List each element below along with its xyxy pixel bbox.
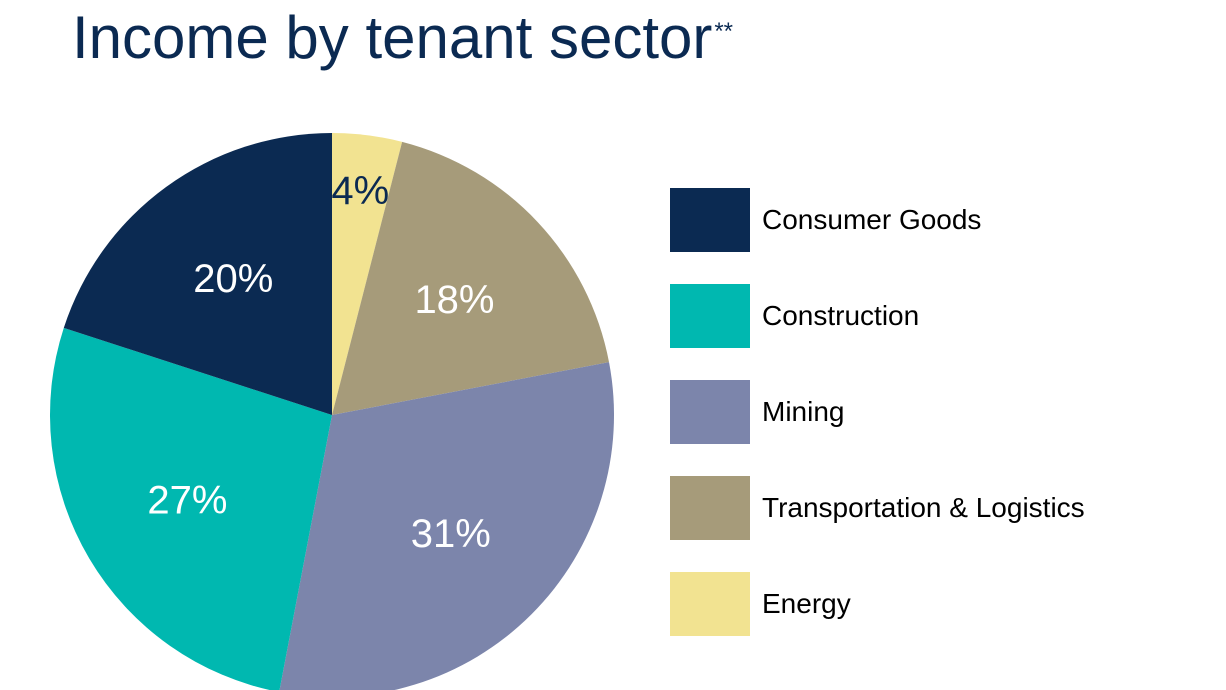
pie-slice-transportation-logistics	[332, 141, 610, 416]
legend-label: Energy	[762, 588, 851, 619]
legend-item-transportation-logistics: Transportation & Logistics	[670, 476, 1085, 540]
legend-label: Construction	[762, 300, 920, 331]
legend-label: Consumer Goods	[762, 204, 982, 235]
legend-label: Mining	[762, 396, 845, 427]
legend-swatch	[670, 284, 750, 348]
legend-item-construction: Construction	[670, 284, 919, 348]
chart-title-text: Income by tenant sector	[72, 4, 713, 71]
legend-swatch	[670, 572, 750, 636]
slice-value-label: 18%	[414, 278, 494, 322]
chart-title: Income by tenant sector**	[72, 2, 733, 74]
pie-slice-mining	[279, 362, 615, 690]
legend-swatch	[670, 476, 750, 540]
slice-value-label: 31%	[411, 512, 491, 556]
chart-title-footnote-marker: **	[714, 18, 734, 45]
legend-item-consumer-goods: Consumer Goods	[670, 188, 981, 252]
legend-item-energy: Energy	[670, 572, 851, 636]
legend-item-mining: Mining	[670, 380, 844, 444]
legend-swatch	[670, 188, 750, 252]
slice-value-label: 20%	[193, 257, 273, 301]
legend-swatch	[670, 380, 750, 444]
pie-slice-energy	[332, 133, 403, 415]
pie-slice-construction	[50, 327, 332, 690]
pie-slice-consumer-goods	[63, 133, 333, 415]
slice-value-label: 4%	[331, 169, 389, 213]
slice-value-label: 27%	[147, 479, 227, 523]
legend-label: Transportation & Logistics	[762, 492, 1085, 523]
